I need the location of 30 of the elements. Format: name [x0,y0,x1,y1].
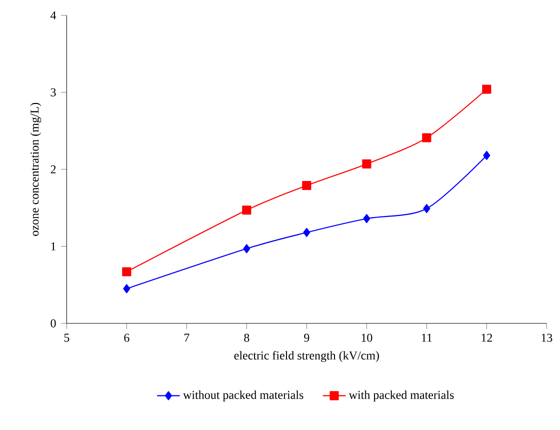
legend-label: without packed materials [183,390,304,402]
x-tick-label: 8 [244,334,250,342]
point [122,267,132,276]
x-tick-label: 7 [184,334,190,342]
y-tick-label: 4 [50,11,56,20]
y-tick-label: 2 [50,165,56,174]
y-tick-label: 1 [51,242,56,250]
x-tick-label: 11 [422,334,432,342]
point [242,206,252,215]
point [303,228,310,238]
y-axis-title: ozone concentration (mg/L) [30,102,42,236]
legend-label: with packed materials [348,390,454,402]
point [243,244,250,254]
x-axis-title: electric field strength (kV/cm) [234,350,379,362]
x-tick-label: 6 [124,334,130,342]
y-tick-label: 3 [50,88,56,96]
point [423,204,430,214]
point [482,84,492,94]
x-tick-label: 10 [362,334,372,342]
point [302,180,312,190]
point [123,284,130,294]
x-tick-label: 9 [304,334,310,342]
x-tick-label: 13 [542,334,552,342]
point [483,150,490,160]
point [362,159,372,168]
point [363,214,370,224]
x-tick-label: 5 [64,334,70,342]
x-tick-label: 12 [482,334,492,342]
y-tick-label: 0 [50,319,56,328]
point [422,133,432,142]
